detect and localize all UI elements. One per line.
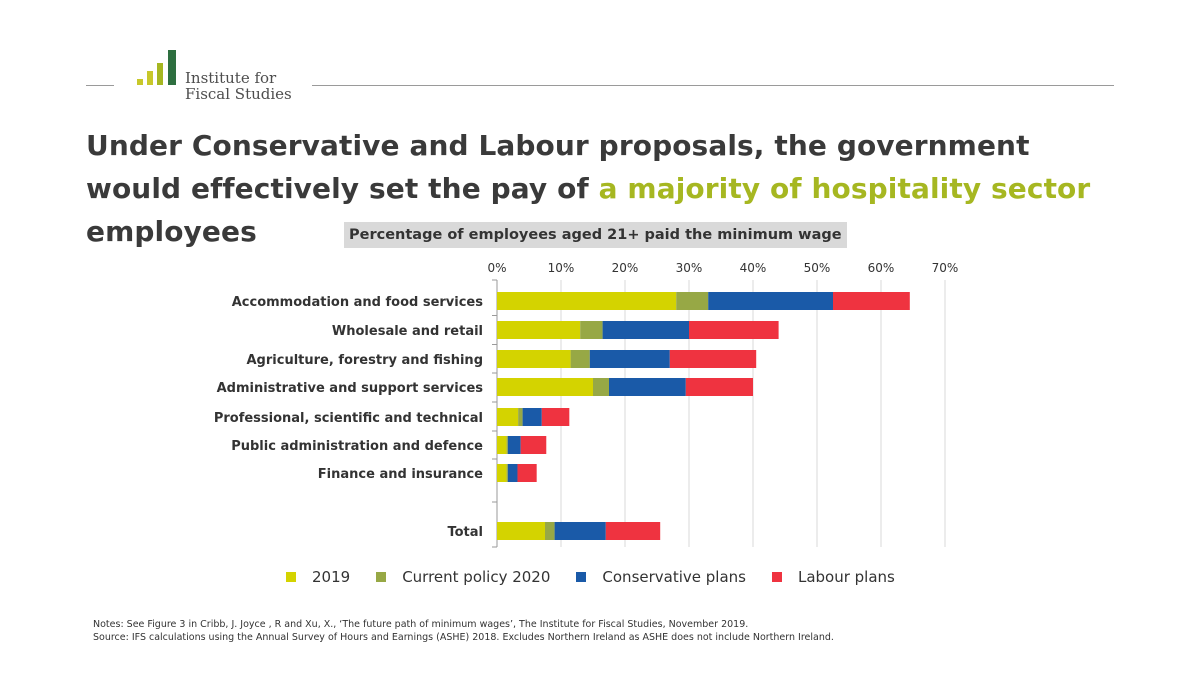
bar-segment — [507, 436, 521, 454]
legend-label: Conservative plans — [602, 568, 746, 586]
ifs-logo: Institute for Fiscal Studies — [137, 49, 307, 105]
category-label: Agriculture, forestry and fishing — [247, 353, 484, 368]
logo-text-line2: Fiscal Studies — [185, 85, 292, 103]
x-tick-label: 60% — [868, 261, 895, 275]
bar-segment — [708, 292, 833, 310]
bar-segment — [497, 378, 593, 396]
bar-segment — [570, 350, 590, 368]
bar-segment — [518, 408, 523, 426]
chart-title: Percentage of employees aged 21+ paid th… — [344, 222, 847, 248]
legend-swatch — [576, 572, 587, 582]
legend-swatch — [376, 572, 387, 582]
bar-segment — [602, 321, 689, 339]
bar-segment — [507, 464, 518, 482]
category-label: Professional, scientific and technical — [214, 411, 483, 426]
category-label: Finance and insurance — [318, 467, 483, 482]
x-tick-label: 40% — [740, 261, 767, 275]
bar-segment — [497, 292, 677, 310]
bar-segment — [589, 350, 670, 368]
bar-segment — [520, 436, 547, 454]
x-tick-label: 50% — [804, 261, 831, 275]
x-tick-label: 0% — [487, 261, 506, 275]
bar-segment — [676, 292, 709, 310]
bar-segment — [517, 464, 537, 482]
page-headline: Under Conservative and Labour proposals,… — [86, 124, 1126, 253]
category-label: Administrative and support services — [217, 381, 484, 396]
bar-segment — [685, 378, 753, 396]
legend-item: Labour plans — [771, 568, 895, 586]
chart-legend: 2019 Current policy 2020 Conservative plan… — [286, 568, 921, 586]
bar-segment — [580, 321, 603, 339]
legend-swatch — [286, 572, 296, 582]
legend-label: 2019 — [312, 568, 351, 586]
bar-segment — [497, 464, 507, 482]
header-rule-left — [86, 85, 114, 86]
bar-segment — [554, 522, 606, 540]
category-label: Public administration and defence — [231, 439, 483, 454]
bar-segment — [497, 408, 519, 426]
logo-text-line1: Institute for — [185, 69, 277, 87]
bar-segment — [833, 292, 910, 310]
bar-segment — [497, 436, 507, 454]
logo-bars-icon — [137, 50, 176, 85]
bar-segment — [497, 522, 545, 540]
legend-item: 2019 — [286, 568, 350, 586]
stacked-bar-chart: 0% 10% 20% 30% 40% 50% 60% 70% Accommodation and… — [214, 261, 959, 548]
headline-highlight: a majority of hospitality sector — [598, 172, 1091, 205]
category-label: Wholesale and retail — [332, 324, 483, 339]
bar-segment — [497, 321, 581, 339]
bar-segment — [497, 350, 571, 368]
logo-text: Institute for Fiscal Studies — [185, 70, 292, 102]
legend-label: Current policy 2020 — [402, 568, 551, 586]
category-label: Accommodation and food services — [232, 295, 484, 310]
bar-segment — [609, 378, 686, 396]
headline-part1: Under Conservative and Labour proposals,… — [86, 129, 1030, 205]
x-tick-label: 30% — [676, 261, 703, 275]
bar-segment — [689, 321, 779, 339]
bar-segment — [605, 522, 661, 540]
bar-segment — [593, 378, 609, 396]
bar-segment — [545, 522, 555, 540]
bar-segment — [506, 436, 508, 454]
legend-item: Conservative plans — [576, 568, 746, 586]
bar-segment — [669, 350, 757, 368]
bar-segment — [522, 408, 542, 426]
category-label: Total — [447, 525, 483, 540]
chart-notes: Notes: See Figure 3 in Cribb, J. Joyce ,… — [93, 618, 834, 644]
x-tick-label: 70% — [932, 261, 959, 275]
bar-segment — [506, 464, 508, 482]
legend-swatch — [771, 572, 782, 582]
legend-item: Current policy 2020 — [376, 568, 550, 586]
x-tick-label: 20% — [612, 261, 639, 275]
header-rule-right — [312, 85, 1114, 86]
source-line: Source: IFS calculations using the Annua… — [93, 632, 834, 643]
notes-line: Notes: See Figure 3 in Cribb, J. Joyce ,… — [93, 619, 749, 630]
headline-part2: employees — [86, 215, 257, 248]
bar-segment — [541, 408, 570, 426]
x-tick-label: 10% — [548, 261, 575, 275]
legend-label: Labour plans — [797, 568, 895, 586]
